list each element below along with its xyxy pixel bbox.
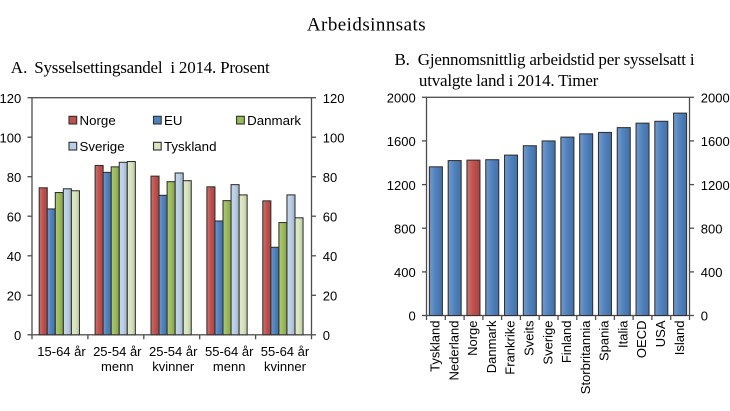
svg-text:0: 0 (701, 309, 708, 324)
svg-text:Norge: Norge (80, 113, 116, 128)
svg-text:1200: 1200 (387, 178, 416, 193)
svg-text:Tyskland: Tyskland (164, 139, 216, 154)
svg-text:800: 800 (394, 221, 416, 236)
svg-text:Sysselsettingsandel i 2014. P: Sysselsettingsandel i 2014. Prosent (34, 58, 270, 77)
svg-text:800: 800 (701, 221, 723, 236)
svg-text:Arbeidsinnsats: Arbeidsinnsats (307, 15, 426, 36)
svg-text:Danmark: Danmark (484, 320, 499, 373)
svg-text:B. Gjennomsnittlig arbeidstid: B. Gjennomsnittlig arbeidstid per syssel… (395, 50, 695, 69)
svg-text:2000: 2000 (701, 91, 730, 106)
svg-text:40: 40 (323, 249, 337, 264)
svg-text:Danmark: Danmark (247, 113, 301, 128)
svg-text:1600: 1600 (701, 134, 730, 149)
svg-text:80: 80 (323, 170, 337, 185)
svg-text:55-64 år: 55-64 år (261, 344, 310, 359)
svg-text:0: 0 (14, 328, 21, 343)
svg-text:20: 20 (323, 289, 337, 304)
svg-text:Sverige: Sverige (540, 321, 555, 365)
svg-text:menn: menn (101, 359, 134, 374)
svg-text:Norge: Norge (465, 321, 480, 356)
svg-text:Tyskland: Tyskland (428, 321, 443, 372)
svg-text:Sverige: Sverige (80, 139, 125, 154)
svg-text:60: 60 (323, 209, 337, 224)
svg-text:Spania: Spania (597, 320, 612, 361)
svg-text:40: 40 (7, 249, 21, 264)
svg-text:Frankrike: Frankrike (503, 321, 518, 375)
svg-text:Storbritannia: Storbritannia (578, 320, 593, 394)
svg-text:Island: Island (672, 321, 687, 356)
svg-text:Finland: Finland (559, 321, 574, 364)
svg-text:utvalgte land i 2014. Timer: utvalgte land i 2014. Timer (419, 71, 599, 90)
svg-text:25-54 år: 25-54 år (149, 344, 198, 359)
svg-text:Italia: Italia (616, 320, 631, 348)
svg-text:EU: EU (164, 113, 182, 128)
svg-text:kvinner: kvinner (264, 359, 307, 374)
svg-text:1200: 1200 (701, 178, 730, 193)
svg-text:100: 100 (0, 130, 21, 145)
svg-text:15-64 år: 15-64 år (37, 344, 86, 359)
svg-text:120: 120 (323, 91, 345, 106)
svg-text:20: 20 (7, 289, 21, 304)
svg-text:120: 120 (0, 91, 21, 106)
svg-text:400: 400 (394, 265, 416, 280)
svg-text:menn: menn (213, 359, 246, 374)
svg-text:kvinner: kvinner (152, 359, 195, 374)
svg-text:55-64 år: 55-64 år (205, 344, 254, 359)
svg-text:400: 400 (701, 265, 723, 280)
svg-text:25-54 år: 25-54 år (93, 344, 142, 359)
svg-text:A.: A. (11, 58, 28, 77)
svg-text:Nederland: Nederland (446, 321, 461, 381)
svg-text:OECD: OECD (634, 321, 649, 359)
svg-text:80: 80 (7, 170, 21, 185)
svg-text:USA: USA (653, 320, 668, 347)
svg-text:Sveits: Sveits (522, 320, 537, 356)
svg-text:2000: 2000 (387, 91, 416, 106)
svg-text:100: 100 (323, 130, 345, 145)
svg-text:60: 60 (7, 209, 21, 224)
svg-text:1600: 1600 (387, 134, 416, 149)
svg-text:0: 0 (408, 309, 415, 324)
svg-text:0: 0 (323, 328, 330, 343)
